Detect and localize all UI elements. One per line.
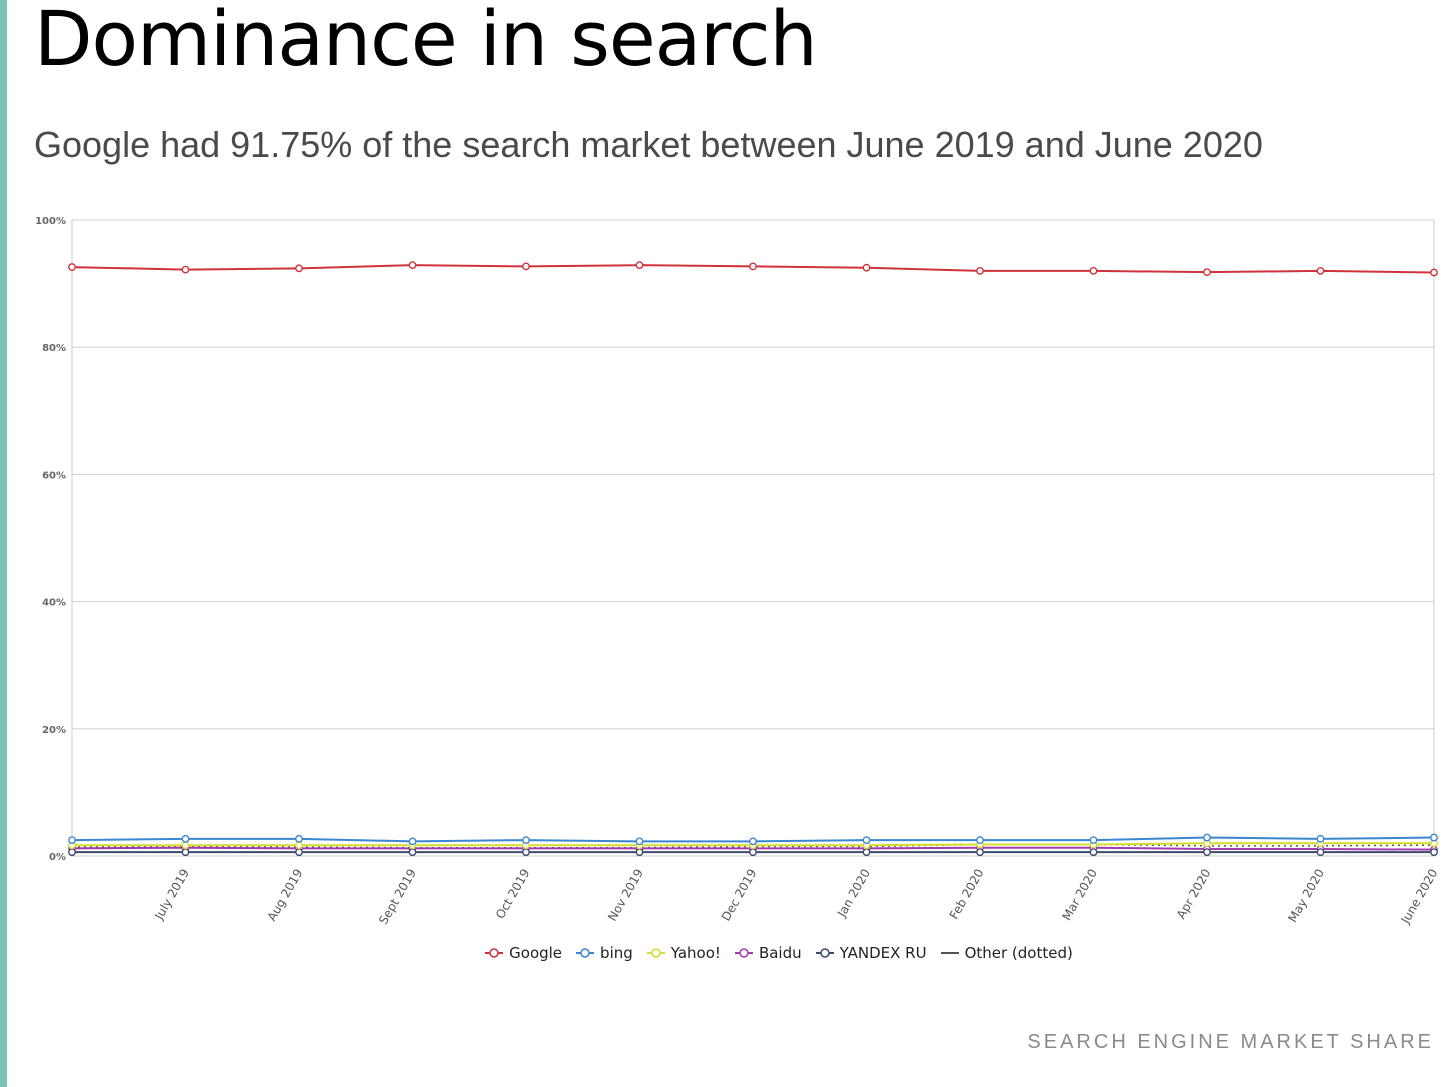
y-tick-label: 60% bbox=[42, 470, 66, 481]
y-tick-label: 40% bbox=[42, 598, 66, 609]
data-point-bing bbox=[635, 837, 644, 846]
data-point-bing bbox=[862, 836, 871, 844]
data-point-yandex-ru bbox=[522, 848, 530, 857]
data-point-bing bbox=[181, 834, 190, 843]
data-point-bing bbox=[976, 836, 984, 844]
data-point-google bbox=[68, 263, 76, 271]
legend-marker-icon bbox=[646, 948, 665, 958]
data-point-yandex-ru bbox=[862, 848, 871, 857]
legend-marker-icon bbox=[815, 948, 834, 958]
data-point-yandex-ru bbox=[1203, 848, 1211, 857]
data-point-yandex-ru bbox=[749, 848, 757, 857]
x-tick-label: Jan 2020 bbox=[834, 867, 873, 921]
legend-item-google: Google bbox=[483, 944, 562, 962]
x-tick-label: Apr 2020 bbox=[1174, 867, 1214, 922]
data-point-yandex-ru bbox=[1430, 848, 1438, 857]
legend-label: Baidu bbox=[758, 944, 802, 962]
data-point-bing bbox=[1203, 833, 1211, 842]
legend-label: Yahoo! bbox=[670, 944, 721, 962]
data-point-google bbox=[976, 266, 984, 275]
line-chart: 0% 20% 40% 60% 80% 100% July 2019 Aug 2019 Sept … bbox=[35, 216, 1441, 927]
data-point-yandex-ru bbox=[181, 848, 190, 857]
x-tick-label: Feb 2020 bbox=[947, 867, 987, 922]
data-point-yandex-ru bbox=[976, 848, 984, 857]
legend-item-yandex-ru: YANDEX RU bbox=[814, 944, 927, 962]
y-tick-label: 100% bbox=[35, 216, 66, 227]
chart-legend: Google bing Yahoo! Baidu YANDEX RU Other (dot… bbox=[0, 944, 1456, 962]
plot-frame bbox=[71, 219, 1435, 857]
data-point-bing bbox=[1316, 834, 1325, 843]
data-point-bing bbox=[68, 836, 76, 844]
data-point-yahoo bbox=[295, 841, 303, 850]
x-tick-label: Oct 2019 bbox=[493, 867, 533, 922]
subtitle: Google had 91.75% of the search market b… bbox=[34, 124, 1263, 165]
x-tick-label: Mar 2020 bbox=[1059, 867, 1100, 923]
legend-label: Other (dotted) bbox=[964, 944, 1073, 962]
data-point-bing bbox=[1089, 836, 1098, 844]
x-tick-label: Nov 2019 bbox=[605, 867, 646, 924]
legend-marker-icon bbox=[576, 948, 595, 958]
data-point-yandex-ru bbox=[1316, 848, 1325, 857]
data-point-google bbox=[862, 263, 871, 272]
footer-label: SEARCH ENGINE MARKET SHARE bbox=[1027, 1031, 1434, 1053]
x-tick-label: June 2020 bbox=[1398, 867, 1441, 927]
data-point-google bbox=[1089, 266, 1098, 275]
x-tick-label: July 2019 bbox=[152, 867, 193, 923]
data-point-google bbox=[408, 261, 417, 270]
data-point-yandex-ru bbox=[295, 848, 303, 857]
legend-item-other-dotted: Other (dotted) bbox=[939, 944, 1073, 962]
data-point-yahoo bbox=[181, 841, 190, 850]
x-tick-label: May 2020 bbox=[1285, 867, 1327, 925]
headline: Dominance in search bbox=[34, 0, 818, 83]
legend-marker-icon bbox=[485, 948, 504, 958]
legend-item-yahoo: Yahoo! bbox=[645, 944, 721, 962]
data-point-google bbox=[1203, 268, 1211, 277]
data-point-google bbox=[522, 262, 530, 271]
data-point-google bbox=[1316, 266, 1325, 275]
x-tick-label: Sept 2019 bbox=[376, 867, 419, 927]
x-tick-label: Aug 2019 bbox=[265, 867, 306, 924]
data-point-yandex-ru bbox=[1089, 848, 1098, 857]
data-point-yandex-ru bbox=[635, 848, 644, 857]
data-point-bing bbox=[408, 837, 417, 846]
data-point-bing bbox=[749, 837, 757, 846]
accent-bar bbox=[0, 0, 7, 1087]
legend-label: bing bbox=[600, 944, 633, 962]
legend-marker-icon bbox=[734, 948, 753, 958]
data-point-yandex-ru bbox=[408, 848, 417, 857]
data-point-google bbox=[295, 264, 303, 273]
data-point-google bbox=[635, 261, 644, 270]
data-point-bing bbox=[1430, 833, 1438, 842]
x-tick-label: Dec 2019 bbox=[719, 867, 760, 924]
y-tick-label: 80% bbox=[42, 343, 66, 354]
legend-label: Google bbox=[509, 944, 563, 962]
data-point-google bbox=[749, 262, 757, 271]
data-point-google bbox=[181, 265, 190, 274]
data-point-bing bbox=[522, 836, 530, 844]
legend-label: YANDEX RU bbox=[839, 944, 927, 962]
legend-item-bing: bing bbox=[574, 944, 633, 962]
data-point-bing bbox=[295, 834, 303, 843]
legend-item-baidu: Baidu bbox=[733, 944, 802, 962]
y-tick-label: 20% bbox=[42, 725, 66, 736]
data-point-yandex-ru bbox=[68, 848, 76, 857]
legend-marker-icon bbox=[940, 952, 959, 954]
data-point-google bbox=[1430, 268, 1438, 277]
y-tick-label: 0% bbox=[49, 852, 66, 863]
